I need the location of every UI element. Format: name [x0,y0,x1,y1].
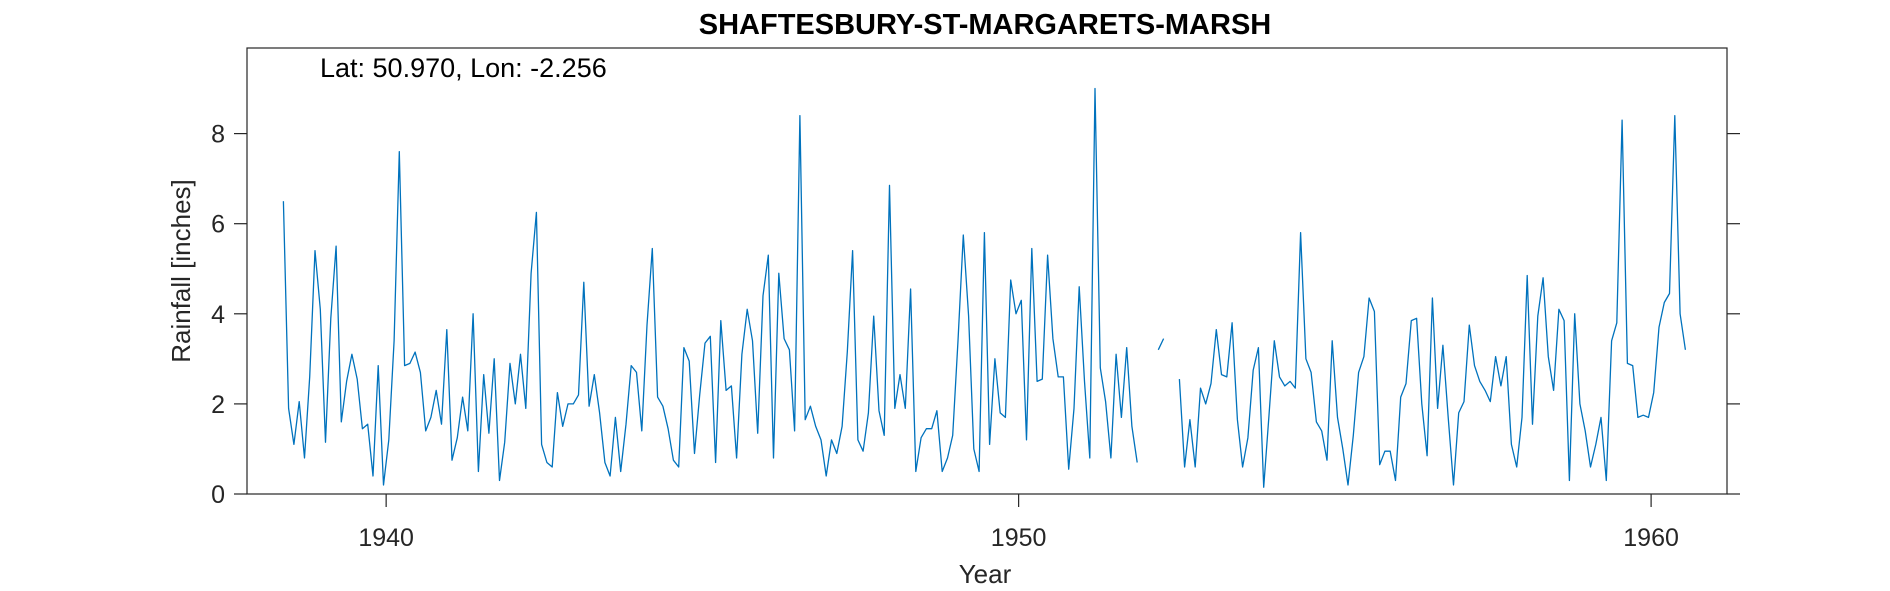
chart-title: SHAFTESBURY-ST-MARGARETS-MARSH [699,9,1271,41]
x-tick-label-1960: 1960 [1623,524,1679,552]
y-tick-label-2: 2 [211,391,225,419]
x-tick-label-1950: 1950 [991,524,1047,552]
x-axis-label: Year [959,559,1012,589]
x-axis-ticks: 1940 1950 1960 [358,494,1679,552]
axes-box [246,47,1728,495]
y-tick-label-0: 0 [211,481,225,509]
y-tick-label-8: 8 [211,121,225,149]
rainfall-series-line [282,87,1687,488]
y-axis-ticks: 0 2 4 6 8 [211,121,1740,509]
y-axis-label: Rainfall [inches] [166,179,196,363]
x-tick-label-1940: 1940 [358,524,414,552]
y-tick-label-6: 6 [211,211,225,239]
y-tick-label-4: 4 [211,301,225,329]
location-annotation: Lat: 50.970, Lon: -2.256 [320,53,607,83]
